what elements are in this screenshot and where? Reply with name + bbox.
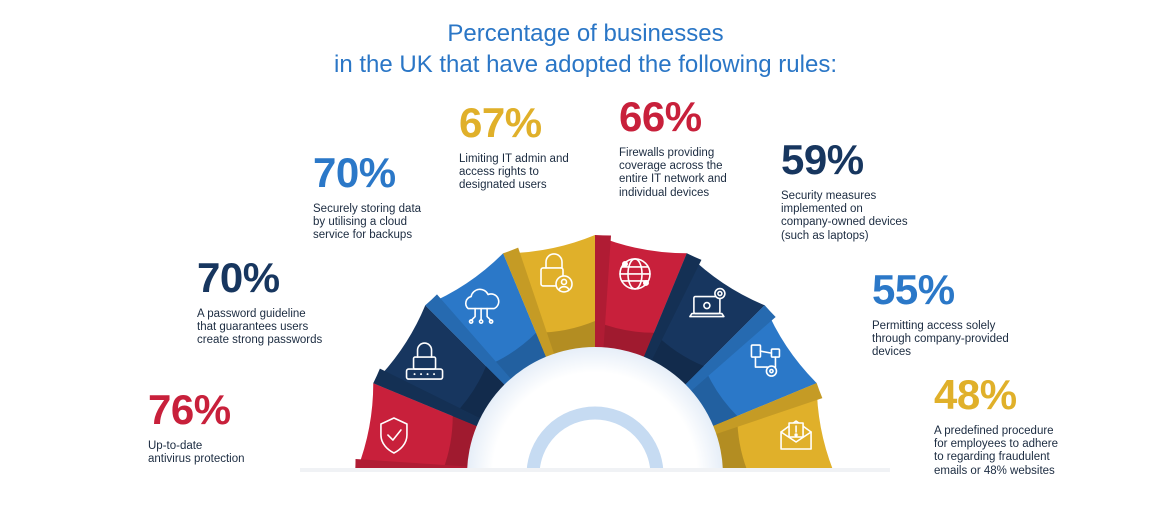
callout-description: Permitting access solely through company… — [872, 320, 1009, 359]
segment-shade — [503, 247, 555, 357]
callout-description: A predefined procedure for employees to … — [934, 425, 1059, 477]
callout-description: Up-to-date antivirus protection — [148, 440, 245, 466]
callout-percent: 55% — [872, 266, 955, 313]
callout-percent: 67% — [459, 99, 542, 146]
segment-inner-band — [442, 416, 477, 470]
envelope-alert-icon — [780, 420, 812, 450]
title-line-1: Percentage of businesses — [447, 20, 724, 47]
center-core — [547, 427, 643, 470]
callout-antivirus: 76% Up-to-date antivirus protection — [148, 388, 245, 466]
globe-network-icon — [619, 258, 651, 290]
segment-5 — [595, 235, 687, 357]
callout-percent: 66% — [619, 93, 702, 140]
callout-admin-rights: 67% Limiting IT admin and access rights … — [459, 101, 569, 193]
callout-fraud-procedure: 48% A predefined procedure for employees… — [934, 373, 1058, 478]
callout-percent: 70% — [197, 254, 280, 301]
segment-4 — [503, 235, 595, 357]
lock-user-icon — [540, 253, 573, 293]
callout-description: Limiting IT admin and access rights to d… — [459, 153, 569, 192]
callout-percent: 59% — [781, 136, 864, 183]
callout-firewalls: 66% Firewalls providing coverage across … — [619, 95, 727, 200]
segment-shade — [685, 305, 776, 391]
callout-device-access: 55% Permitting access solely through com… — [872, 268, 1009, 360]
callout-description: Securely storing data by utilising a clo… — [313, 203, 422, 242]
callout-password-guideline: 70% A password guideline that guarantees… — [197, 256, 322, 348]
segment-shade — [643, 253, 702, 361]
device-connection-icon — [750, 344, 781, 377]
callout-company-devices: 59% Security measures implemented on com… — [781, 138, 908, 243]
segment-shade — [373, 368, 481, 427]
callout-percent: 70% — [313, 149, 396, 196]
baseline — [300, 468, 890, 472]
callout-description: Firewalls providing coverage across the … — [619, 147, 727, 199]
callout-percent: 76% — [148, 386, 231, 433]
callout-description: A password guideline that guarantees use… — [197, 308, 323, 347]
segment-shade — [355, 458, 468, 470]
chart-title: Percentage of businesses in the UK that … — [0, 18, 1171, 80]
callout-cloud-backup: 70% Securely storing data by utilising a… — [313, 151, 421, 243]
laptop-gear-icon — [689, 287, 726, 318]
padlock-password-icon — [405, 342, 444, 380]
center-ring — [526, 406, 664, 470]
segment-inner-band — [595, 321, 654, 357]
segment-shade — [713, 383, 823, 435]
shield-check-icon — [380, 417, 408, 454]
segment-shade — [595, 235, 612, 348]
callout-description: Security measures implemented on company… — [781, 190, 908, 242]
cloud-network-icon — [465, 288, 500, 324]
callout-percent: 48% — [934, 371, 1017, 418]
segment-shade — [425, 294, 511, 385]
title-line-2: in the UK that have adopted the followin… — [334, 51, 837, 78]
